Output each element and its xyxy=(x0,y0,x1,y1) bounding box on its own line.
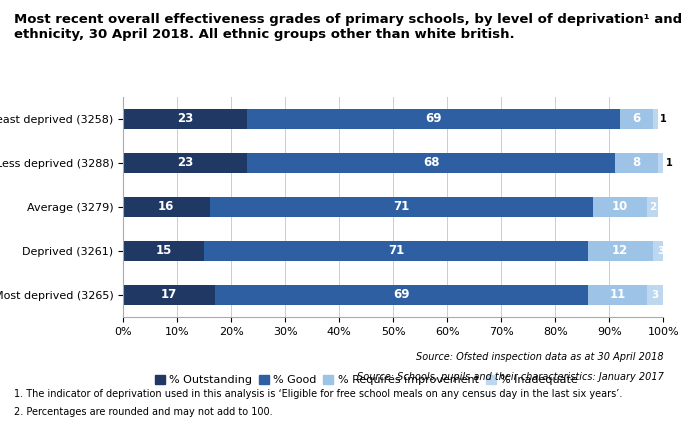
Text: Most recent overall effectiveness grades of primary schools, by level of depriva: Most recent overall effectiveness grades… xyxy=(14,13,682,41)
Text: 1: 1 xyxy=(666,158,672,168)
Text: 68: 68 xyxy=(423,156,439,169)
Text: 15: 15 xyxy=(155,244,172,257)
Text: 3: 3 xyxy=(657,246,664,256)
Text: 69: 69 xyxy=(393,288,410,301)
Text: 11: 11 xyxy=(609,288,626,301)
Text: 8: 8 xyxy=(632,156,641,169)
Bar xyxy=(620,109,653,128)
Bar xyxy=(653,241,669,260)
Text: 17: 17 xyxy=(161,288,177,301)
Legend: % Outstanding, % Good, % Requires improvement, % Inadequate: % Outstanding, % Good, % Requires improv… xyxy=(150,371,582,390)
Bar xyxy=(209,197,593,216)
Text: 69: 69 xyxy=(425,112,442,125)
Bar xyxy=(123,109,248,128)
Bar xyxy=(123,285,215,304)
Bar xyxy=(588,285,647,304)
Bar xyxy=(615,153,658,172)
Bar xyxy=(588,241,653,260)
Bar xyxy=(647,197,658,216)
Bar xyxy=(123,241,204,260)
Text: Source: Ofsted inspection data as at 30 April 2018: Source: Ofsted inspection data as at 30 … xyxy=(416,352,663,362)
Text: 10: 10 xyxy=(612,200,629,213)
Bar xyxy=(215,285,588,304)
Bar xyxy=(593,197,647,216)
Text: 1: 1 xyxy=(660,114,667,124)
Bar xyxy=(248,109,620,128)
Text: 71: 71 xyxy=(393,200,410,213)
Text: 3: 3 xyxy=(652,290,659,300)
Text: 6: 6 xyxy=(632,112,641,125)
Text: 23: 23 xyxy=(177,156,194,169)
Bar xyxy=(248,153,615,172)
Text: 2. Percentages are rounded and may not add to 100.: 2. Percentages are rounded and may not a… xyxy=(14,407,272,417)
Bar xyxy=(123,153,248,172)
Text: 71: 71 xyxy=(388,244,404,257)
Text: 1. The indicator of deprivation used in this analysis is ‘Eligible for free scho: 1. The indicator of deprivation used in … xyxy=(14,389,622,400)
Text: 12: 12 xyxy=(612,244,629,257)
Bar xyxy=(123,197,209,216)
Text: 2: 2 xyxy=(649,202,656,212)
Bar xyxy=(647,285,663,304)
Text: 16: 16 xyxy=(158,200,174,213)
Bar xyxy=(204,241,588,260)
Bar xyxy=(658,153,663,172)
Text: 23: 23 xyxy=(177,112,194,125)
Bar xyxy=(653,109,658,128)
Text: Source: Schools, pupils and their characteristics: January 2017: Source: Schools, pupils and their charac… xyxy=(356,372,663,382)
